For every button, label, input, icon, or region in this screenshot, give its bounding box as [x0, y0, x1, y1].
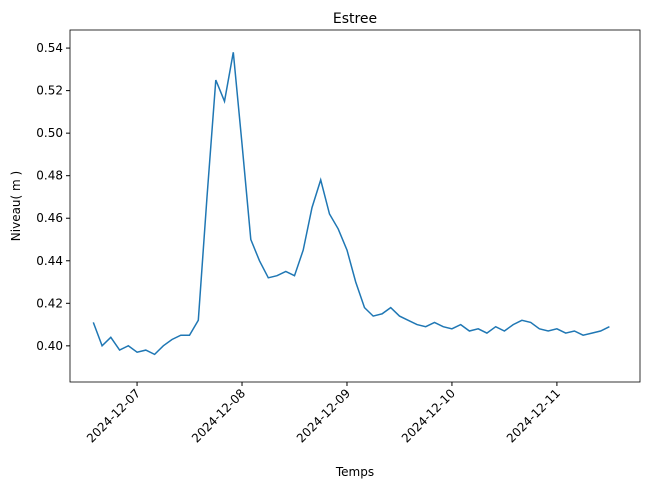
x-tick-label: 2024-12-09: [294, 386, 353, 445]
y-tick-label: 0.46: [36, 211, 63, 225]
y-tick-label: 0.42: [36, 296, 63, 310]
line: [92, 52, 610, 356]
x-tick-label: 2024-12-08: [189, 386, 248, 445]
plot-frame: [69, 29, 641, 383]
x-tick-label: 2024-12-07: [84, 386, 143, 445]
x-tick-label: 2024-12-10: [399, 386, 458, 445]
y-tick-label: 0.52: [36, 84, 63, 98]
x-axis-label: Temps: [335, 465, 374, 479]
y-axis-label: Niveau( m ): [9, 171, 23, 241]
chart-title: Estree: [333, 11, 377, 27]
y-tick-label: 0.50: [36, 126, 63, 140]
x-tick-label: 2024-12-11: [504, 386, 563, 445]
y-tick-label: 0.54: [36, 41, 63, 55]
y-tick-label: 0.44: [36, 254, 63, 268]
y-tick-label: 0.40: [36, 339, 63, 353]
y-tick-label: 0.48: [36, 169, 63, 183]
